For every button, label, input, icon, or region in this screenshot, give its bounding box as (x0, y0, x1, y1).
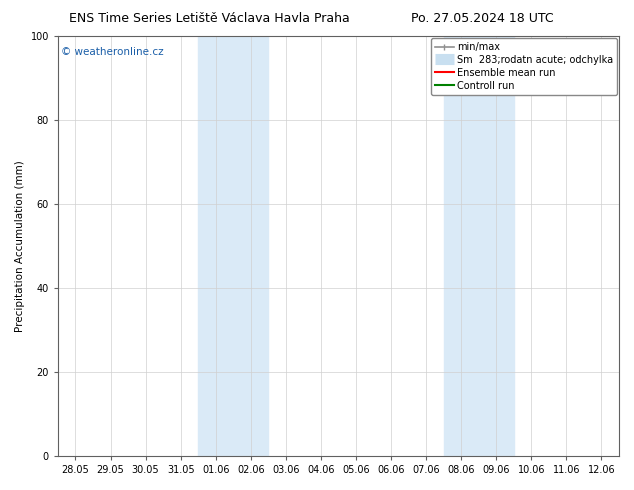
Text: © weatheronline.cz: © weatheronline.cz (61, 47, 164, 57)
Legend: min/max, Sm  283;rodatn acute; odchylka, Ensemble mean run, Controll run: min/max, Sm 283;rodatn acute; odchylka, … (430, 38, 617, 95)
Bar (444, 36, 514, 456)
Text: Po. 27.05.2024 18 UTC: Po. 27.05.2024 18 UTC (411, 12, 553, 25)
Text: ENS Time Series Letiště Václava Havla Praha: ENS Time Series Letiště Václava Havla Pr… (69, 12, 349, 25)
Y-axis label: Precipitation Accumulation (mm): Precipitation Accumulation (mm) (15, 160, 25, 332)
Bar (198, 36, 268, 456)
